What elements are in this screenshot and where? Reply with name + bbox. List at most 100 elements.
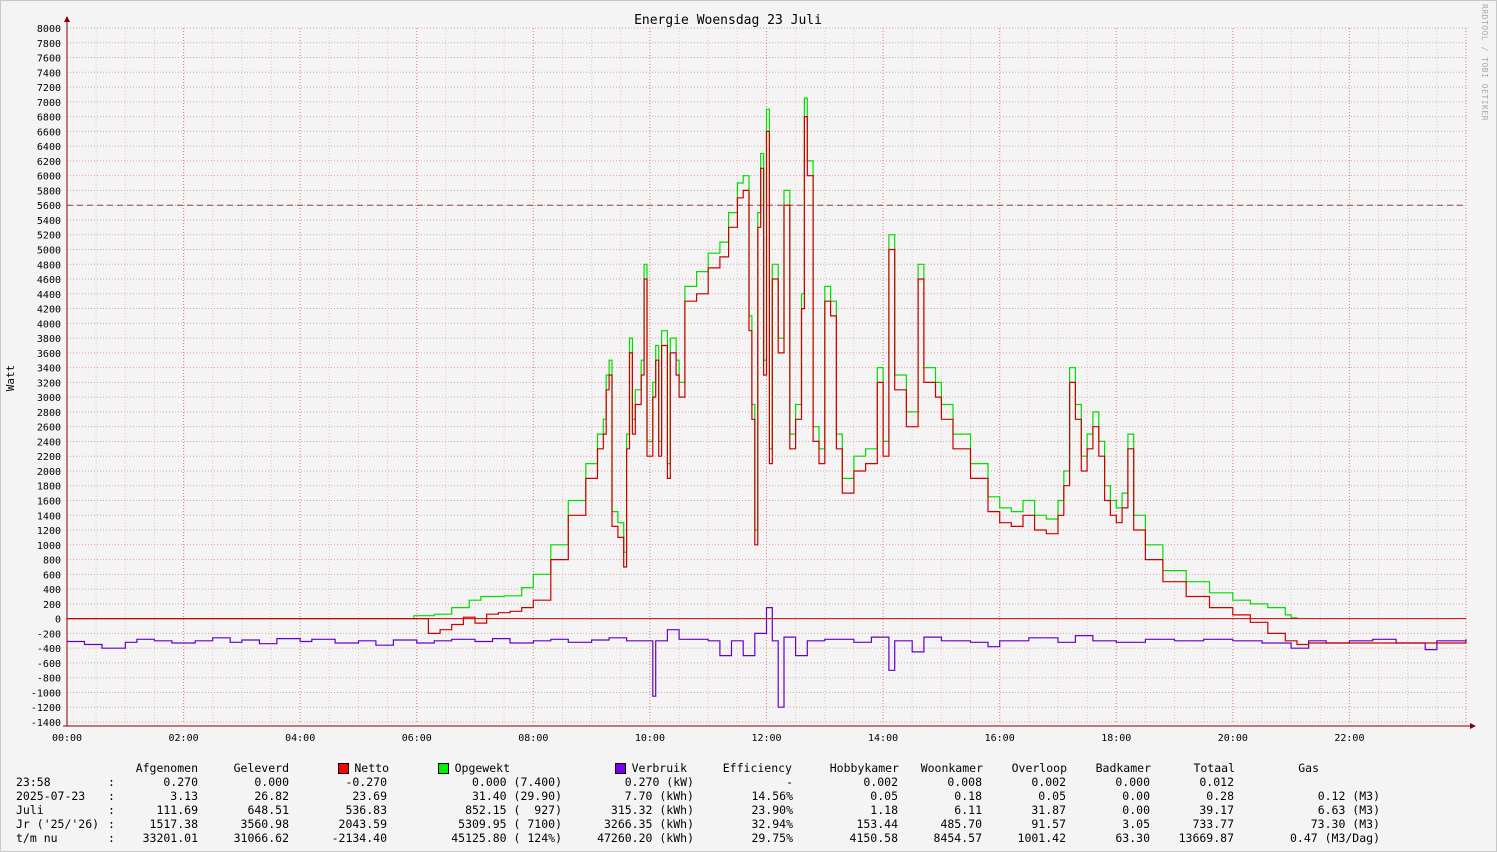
column-header: Badkamer (1095, 761, 1151, 775)
table-cell: 0.05 (870, 789, 898, 803)
table-cell: 0.270 (163, 775, 198, 789)
column-header: Gas (1298, 761, 1319, 775)
table-cell: 4150.58 (849, 831, 898, 845)
column-header: Totaal (1193, 761, 1235, 775)
y-tick-label: -1400 (31, 718, 61, 729)
y-tick-label: 7000 (37, 98, 61, 109)
y-tick-label: -1200 (31, 703, 61, 714)
table-cell: 31066.62 (233, 831, 289, 845)
table-cell: 0.002 (863, 775, 898, 789)
row-label: 2025-07-23 (16, 789, 86, 803)
table-cell: 0.18 (954, 789, 982, 803)
y-tick-label: 4000 (37, 319, 61, 330)
table-cell: - (786, 775, 793, 789)
y-tick-label: 600 (43, 570, 61, 581)
column-header: Overloop (1011, 761, 1067, 775)
column-header: Geleverd (233, 761, 289, 775)
summary-table: Afgenomen Geleverd Netto Opgewekt Verbruik Ef… (0, 760, 1497, 850)
y-tick-labels: 8000780076007400720070006800660064006200… (31, 24, 61, 729)
table-cell: 23.90% (751, 803, 793, 817)
series-line-netto (67, 116, 1467, 646)
y-tick-label: 6600 (37, 127, 61, 138)
row-label: t/m nu (16, 831, 58, 845)
y-tick-label: 1800 (37, 482, 61, 493)
table-cell: 0.05 (1038, 789, 1066, 803)
table-cell: 33201.01 (142, 831, 198, 845)
chart-title: Energie Woensdag 23 Juli (634, 13, 822, 28)
x-tick-label: 08:00 (518, 733, 548, 744)
row-separator: : (108, 775, 115, 789)
table-cell: 39.17 (1199, 803, 1234, 817)
column-header: Woonkamer (920, 761, 983, 775)
y-tick-label: 4800 (37, 260, 61, 271)
table-cell: 1.18 (870, 803, 898, 817)
y-tick-label: 6000 (37, 172, 61, 183)
table-cell: -0.270 (345, 775, 387, 789)
y-tick-label: 7200 (37, 83, 61, 94)
y-tick-label: 7800 (37, 39, 61, 50)
column-header: Hobbykamer (829, 761, 899, 775)
table-cell: 111.69 (156, 803, 198, 817)
table-cell: 0.270 (kW) (624, 775, 694, 789)
column-header: Netto (354, 761, 389, 775)
y-tick-label: 1400 (37, 511, 61, 522)
table-cell: 5309.95 ( 7100) (458, 817, 562, 831)
y-tick-label: 5200 (37, 231, 61, 242)
column-header: Verbruik (631, 761, 687, 775)
table-cell: 153.44 (856, 817, 898, 831)
y-tick-label: 400 (43, 585, 61, 596)
y-tick-label: -400 (37, 644, 61, 655)
table-cell: 45125.80 ( 124%) (451, 831, 562, 845)
x-tick-label: 20:00 (1218, 733, 1248, 744)
y-tick-label: 3000 (37, 393, 61, 404)
table-cell: 0.002 (1031, 775, 1066, 789)
x-tick-label: 02:00 (169, 733, 199, 744)
column-header: Efficiency (722, 761, 792, 775)
table-cell: 6.63 (M3) (1317, 803, 1380, 817)
legend-swatch-verbruik (615, 763, 626, 774)
table-cell: 3560.98 (240, 817, 289, 831)
series-line-verbruik (67, 607, 1467, 708)
table-cell: 7.70 (kWh) (624, 789, 694, 803)
y-tick-label: 200 (43, 600, 61, 611)
y-tick-label: 3800 (37, 334, 61, 345)
table-cell: 0.28 (1206, 789, 1234, 803)
table-cell: 315.32 (kWh) (610, 803, 694, 817)
table-cell: 1517.38 (149, 817, 198, 831)
table-cell: 0.012 (1199, 775, 1234, 789)
table-cell: 1001.42 (1017, 831, 1066, 845)
x-tick-label: 14:00 (868, 733, 898, 744)
y-tick-label: 1600 (37, 497, 61, 508)
y-tick-label: -800 (37, 674, 61, 685)
table-cell: 536.83 (345, 803, 387, 817)
table-cell: 14.56% (751, 789, 793, 803)
y-tick-label: 2200 (37, 452, 61, 463)
y-tick-label: 3200 (37, 378, 61, 389)
table-cell: 2043.59 (338, 817, 387, 831)
x-tick-labels: 00:00 02:00 04:00 06:00 08:00 10:00 12:00 14:00… (52, 733, 1365, 744)
y-tick-label: 2600 (37, 423, 61, 434)
series-lines (67, 97, 1467, 708)
table-cell: -2134.40 (331, 831, 387, 845)
y-tick-label: 800 (43, 556, 61, 567)
row-label: Juli (16, 803, 44, 817)
axes (63, 16, 1476, 729)
y-tick-label: 5800 (37, 186, 61, 197)
table-cell: 0.000 (254, 775, 289, 789)
x-tick-label: 00:00 (52, 733, 82, 744)
y-tick-label: 5000 (37, 245, 61, 256)
table-cell: 6.11 (954, 803, 982, 817)
y-tick-label: -1000 (31, 688, 61, 699)
table-cell: 91.57 (1031, 817, 1066, 831)
table-cell: 3266.35 (kWh) (603, 817, 694, 831)
y-tick-label: 4600 (37, 275, 61, 286)
y-tick-label: 4400 (37, 290, 61, 301)
table-cell: 3.13 (170, 789, 198, 803)
y-tick-label: 7400 (37, 68, 61, 79)
table-cell: 485.70 (940, 817, 982, 831)
table-cell: 73.30 (M3) (1310, 817, 1380, 831)
y-tick-label: 4200 (37, 305, 61, 316)
x-tick-label: 16:00 (985, 733, 1015, 744)
y-tick-label: 8000 (37, 24, 61, 35)
y-tick-label: 2400 (37, 437, 61, 448)
